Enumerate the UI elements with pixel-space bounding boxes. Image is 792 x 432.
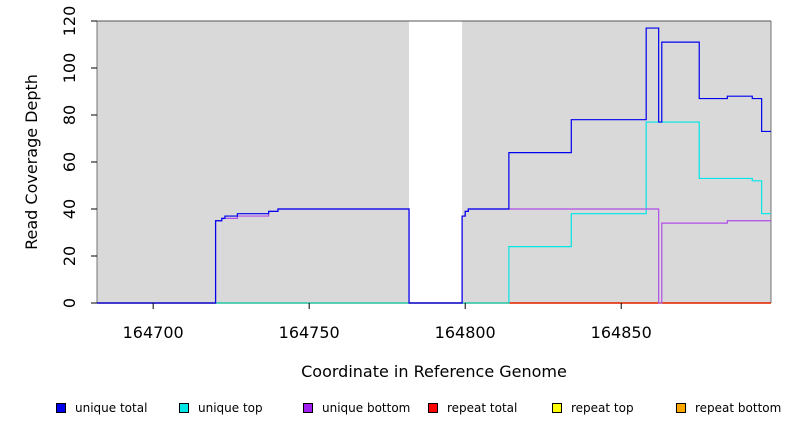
x-tick-label-1: 164750: [279, 323, 340, 342]
legend-swatch-unique-bottom: [303, 403, 313, 413]
series-line-unique-total: [97, 27, 771, 304]
legend-item-repeat-total: repeat total: [428, 398, 517, 418]
legend-label-repeat-bottom: repeat bottom: [695, 401, 782, 415]
legend-swatch-repeat-total: [428, 403, 438, 413]
legend-item-repeat-bottom: repeat bottom: [676, 398, 781, 418]
legend-swatch-repeat-top: [552, 403, 562, 413]
series-line-unique-top: [97, 121, 771, 304]
shaded-region-0: [97, 21, 410, 303]
shaded-region-1: [462, 21, 771, 303]
y-tick-label-0: 0: [60, 298, 79, 308]
y-tick-label-1: 20: [60, 246, 79, 266]
y-tick-label-5: 100: [60, 53, 79, 84]
x-axis-title: Coordinate in Reference Genome: [301, 362, 567, 381]
axes: 164700 164750 164800 164850 0 20 40 60 80 100 120: [60, 6, 652, 342]
coverage-chart: 164700 164750 164800 164850020406080100120 …: [22, 6, 772, 381]
y-tick-label-4: 80: [60, 105, 79, 125]
y-tick-label-3: 60: [60, 152, 79, 172]
legend-swatch-repeat-bottom: [676, 403, 686, 413]
legend-item-unique-total: unique total: [56, 398, 147, 418]
legend-item-repeat-top: repeat top: [552, 398, 634, 418]
y-axis-title: Read Coverage Depth: [22, 74, 41, 250]
x-tick-label-3: 164850: [591, 323, 652, 342]
x-tick-label-2: 164800: [435, 323, 496, 342]
y-tick-label-2: 40: [60, 199, 79, 219]
legend-label-unique-bottom: unique bottom: [322, 401, 411, 415]
series-layer: [97, 27, 771, 304]
plot-area: [96, 20, 772, 303]
legend-swatch-unique-top: [179, 403, 189, 413]
legend: unique total unique top unique bottom re…: [0, 398, 792, 420]
legend-swatch-unique-total: [56, 403, 66, 413]
legend-label-unique-top: unique top: [198, 401, 263, 415]
legend-label-repeat-total: repeat total: [447, 401, 518, 415]
legend-label-unique-total: unique total: [75, 401, 148, 415]
legend-item-unique-bottom: unique bottom: [303, 398, 410, 418]
legend-item-unique-top: unique top: [179, 398, 263, 418]
x-tick-label-0: 164700: [123, 323, 184, 342]
legend-label-repeat-top: repeat top: [571, 401, 634, 415]
y-tick-label-6: 120: [60, 6, 79, 37]
